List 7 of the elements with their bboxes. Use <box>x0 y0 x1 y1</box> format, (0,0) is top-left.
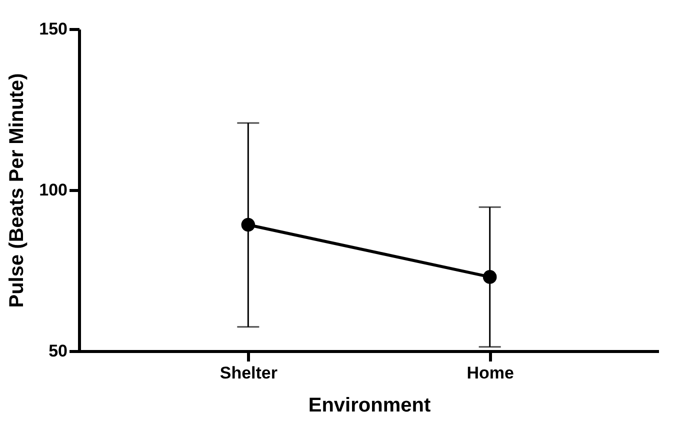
x-tick-label: Home <box>466 364 514 382</box>
y-tick-label: 50 <box>48 342 68 360</box>
x-tick-label: Shelter <box>220 364 278 382</box>
y-axis-title: Pulse (Beats Per Minute) <box>6 73 28 308</box>
x-axis-title: Environment <box>308 394 431 416</box>
y-tick-label: 100 <box>39 180 68 200</box>
y-tick-label: 150 <box>39 20 68 38</box>
